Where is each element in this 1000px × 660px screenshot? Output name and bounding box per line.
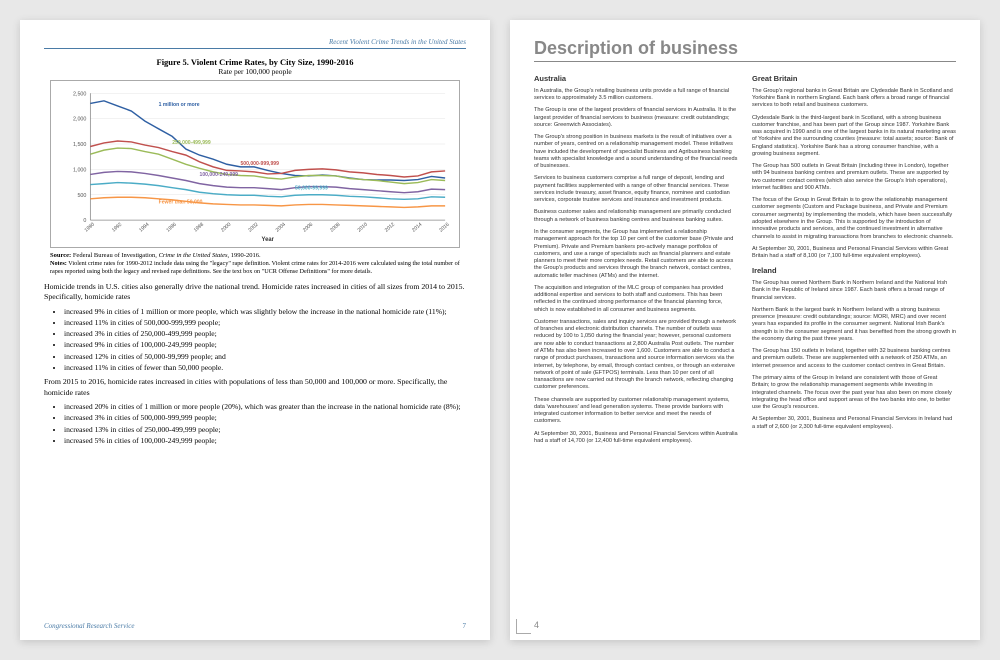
svg-text:2008: 2008 (329, 221, 341, 233)
subhead-gb: Great Britain (752, 74, 956, 84)
svg-text:1992: 1992 (111, 221, 123, 233)
svg-text:1996: 1996 (166, 221, 178, 233)
bullet-item: increased 11% in cities of fewer than 50… (64, 363, 466, 373)
para-2: From 2015 to 2016, homicide rates increa… (44, 377, 466, 398)
page-1: Recent Violent Crime Trends in the Unite… (20, 20, 490, 640)
notes-label: Notes: (50, 260, 67, 267)
page-number: 7 (463, 622, 467, 630)
body-para: In the consumer segments, the Group has … (534, 229, 738, 280)
svg-text:1 million or more: 1 million or more (159, 102, 200, 108)
bullet-item: increased 9% in cities of 100,000-249,99… (64, 340, 466, 350)
source-line: Source: Federal Bureau of Investigation,… (50, 252, 460, 259)
bullet-list-1: increased 9% in cities of 1 million or m… (44, 307, 466, 374)
body-para: In Australia, the Group's retailing busi… (534, 88, 738, 103)
line-chart: 05001,0001,5002,0002,5001990199219941996… (59, 87, 451, 243)
bullet-item: increased 3% in cities of 250,000-499,99… (64, 329, 466, 339)
body-para: At September 30, 2001, Business and Pers… (752, 246, 956, 261)
body-para: The Group has 500 outlets in Great Brita… (752, 163, 956, 192)
body-para: The Group is one of the largest provider… (534, 107, 738, 129)
svg-text:1,500: 1,500 (73, 142, 86, 148)
body-para: The Group has owned Northern Bank in Nor… (752, 280, 956, 302)
svg-text:2004: 2004 (275, 221, 287, 233)
para-1: Homicide trends in U.S. cities also gene… (44, 282, 466, 303)
svg-text:50,000-99,999: 50,000-99,999 (295, 186, 328, 192)
svg-text:2000: 2000 (220, 221, 232, 233)
svg-text:1998: 1998 (193, 221, 205, 233)
body-para: The Group has 150 outlets in Ireland, to… (752, 348, 956, 370)
svg-text:2002: 2002 (247, 221, 259, 233)
svg-text:100,000-249,999: 100,000-249,999 (200, 172, 239, 178)
bullet-item: increased 13% in cities of 250,000-499,9… (64, 425, 466, 435)
svg-text:2,000: 2,000 (73, 117, 86, 123)
figure-subtitle: Rate per 100,000 people (44, 67, 466, 76)
svg-text:250,000-499,999: 250,000-499,999 (172, 140, 211, 146)
svg-text:2014: 2014 (411, 221, 423, 233)
chart-container: 05001,0001,5002,0002,5001990199219941996… (50, 80, 460, 248)
body-para: Customer transactions, sales and inquiry… (534, 319, 738, 392)
bullet-item: increased 11% in cities of 500,000-999,9… (64, 318, 466, 328)
bullet-list-2: increased 20% in cities of 1 million or … (44, 402, 466, 446)
body-para: The focus of the Group in Great Britain … (752, 197, 956, 241)
two-column-layout: Australia In Australia, the Group's reta… (534, 74, 956, 450)
body-para: The Group's regional banks in Great Brit… (752, 88, 956, 110)
svg-text:Year: Year (262, 237, 275, 243)
body-para: Clydesdale Bank is the third-largest ban… (752, 115, 956, 159)
svg-text:0: 0 (83, 218, 86, 224)
svg-text:Fewer than 50,000: Fewer than 50,000 (159, 199, 203, 205)
svg-text:500: 500 (77, 193, 86, 199)
section-heading: Description of business (534, 38, 956, 62)
bullet-item: increased 5% in cities of 100,000-249,99… (64, 436, 466, 446)
subhead-ireland: Ireland (752, 266, 956, 276)
source-text: Federal Bureau of Investigation, Crime i… (71, 252, 260, 259)
body-para: Northern Bank is the largest bank in Nor… (752, 307, 956, 343)
notes-line: Notes: Violent crime rates for 1990-2012… (50, 260, 460, 276)
body-para: At September 30, 2001, Business and Pers… (752, 416, 956, 431)
svg-text:1,000: 1,000 (73, 167, 86, 173)
body-para: Services to business customers comprise … (534, 175, 738, 204)
notes-text: Violent crime rates for 1990-2012 includ… (50, 260, 460, 275)
footer-org: Congressional Research Service (44, 622, 134, 630)
column-right: Great Britain The Group's regional banks… (752, 74, 956, 450)
body-para: The acquisition and integration of the M… (534, 285, 738, 314)
bullet-item: increased 3% in cities of 500,000-999,99… (64, 413, 466, 423)
bullet-item: increased 20% in cities of 1 million or … (64, 402, 466, 412)
svg-text:2012: 2012 (384, 221, 396, 233)
subhead-australia: Australia (534, 74, 738, 84)
body-para: At September 30, 2001, Business and Pers… (534, 431, 738, 446)
svg-text:500,000-999,999: 500,000-999,999 (240, 161, 279, 167)
svg-text:2,500: 2,500 (73, 91, 86, 97)
svg-text:2010: 2010 (357, 221, 369, 233)
corner-mark (516, 619, 531, 634)
body-para: The Group's strong position in business … (534, 134, 738, 170)
page-number-2: 4 (534, 620, 539, 630)
column-left: Australia In Australia, the Group's reta… (534, 74, 738, 450)
source-label: Source: (50, 252, 71, 259)
page-2: Description of business Australia In Aus… (510, 20, 980, 640)
bullet-item: increased 12% in cities of 50,000-99,999… (64, 352, 466, 362)
bullet-item: increased 9% in cities of 1 million or m… (64, 307, 466, 317)
body-para: The primary aims of the Group in Ireland… (752, 375, 956, 411)
svg-text:2006: 2006 (302, 221, 314, 233)
body-para: These channels are supported by customer… (534, 397, 738, 426)
body-para: Business customer sales and relationship… (534, 209, 738, 224)
svg-text:1994: 1994 (138, 221, 150, 233)
figure-title: Figure 5. Violent Crime Rates, by City S… (44, 57, 466, 67)
svg-text:2016: 2016 (438, 221, 450, 233)
page-header: Recent Violent Crime Trends in the Unite… (44, 38, 466, 49)
